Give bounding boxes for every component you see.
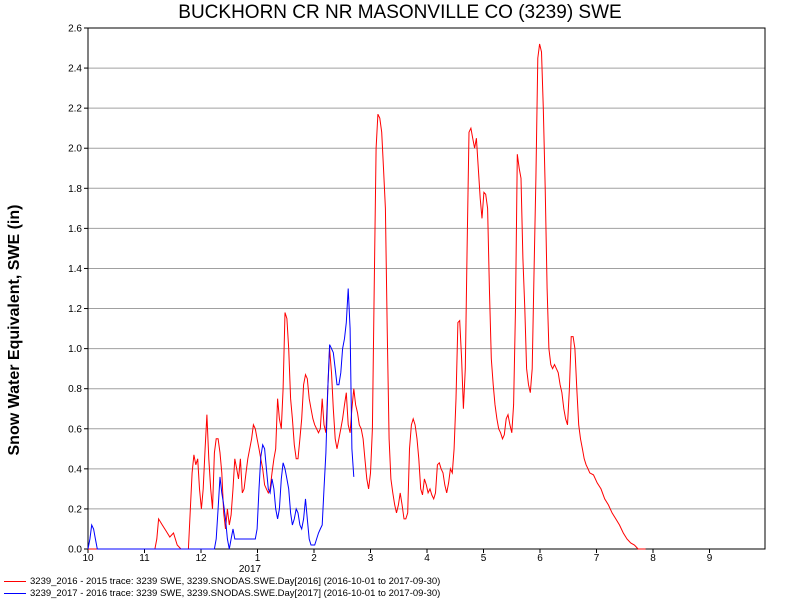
y-tick-label: 2.6 (68, 24, 82, 35)
x-tick-label: 2 (311, 553, 317, 564)
legend-label: 3239_2016 - 2015 trace: 3239 SWE, 3239.S… (30, 576, 441, 587)
legend-item-series-2: 3239_2017 - 2016 trace: 3239 SWE, 3239.S… (4, 588, 440, 599)
y-tick-label: 2.4 (68, 64, 82, 75)
legend-swatch-blue (4, 592, 26, 594)
y-tick-label: 0.8 (68, 384, 82, 395)
y-tick-label: 0.4 (68, 464, 82, 475)
x-tick-label: 9 (707, 553, 713, 564)
legend-label: 3239_2017 - 2016 trace: 3239 SWE, 3239.S… (30, 588, 441, 599)
y-tick-label: 1.0 (68, 344, 82, 355)
x-axis-year-label: 2017 (239, 564, 262, 575)
x-tick-label: 1 (255, 553, 261, 564)
chart-title: BUCKHORN CR NR MASONVILLE CO (3239) SWE (178, 2, 622, 23)
series-line-2 (87, 288, 355, 550)
y-tick-label: 0.2 (68, 504, 82, 515)
x-tick-label: 12 (195, 553, 207, 564)
y-tick-label: 0.6 (68, 424, 82, 435)
y-tick-label: 1.2 (68, 304, 82, 315)
series-line-1 (88, 43, 646, 550)
legend-item-series-1: 3239_2016 - 2015 trace: 3239 SWE, 3239.S… (4, 576, 440, 587)
x-axis-ticks: 10 11 12 1 2 3 4 5 6 7 8 9 (82, 549, 713, 564)
y-tick-label: 2.0 (68, 144, 82, 155)
x-tick-label: 5 (481, 553, 487, 564)
y-axis-ticks: 0.0 0.2 0.4 0.6 0.8 1.0 1.2 1.4 1.6 1.8 2.0 2.2 2.4 2… (68, 24, 88, 556)
y-tick-label: 1.6 (68, 224, 82, 235)
x-tick-label: 4 (424, 553, 430, 564)
legend-swatch-red (4, 580, 26, 582)
x-tick-label: 6 (537, 553, 543, 564)
y-tick-label: 0.0 (68, 545, 82, 556)
y-tick-label: 1.8 (68, 184, 82, 195)
x-tick-label: 8 (650, 553, 656, 564)
x-tick-label: 7 (594, 553, 600, 564)
y-tick-label: 2.2 (68, 104, 82, 115)
x-tick-label: 10 (82, 553, 94, 564)
x-tick-label: 11 (139, 553, 150, 564)
data-series (87, 43, 646, 550)
plot-frame (87, 27, 766, 550)
x-tick-label: 3 (368, 553, 374, 564)
y-tick-label: 1.4 (68, 264, 82, 275)
grid-lines (88, 67, 765, 510)
